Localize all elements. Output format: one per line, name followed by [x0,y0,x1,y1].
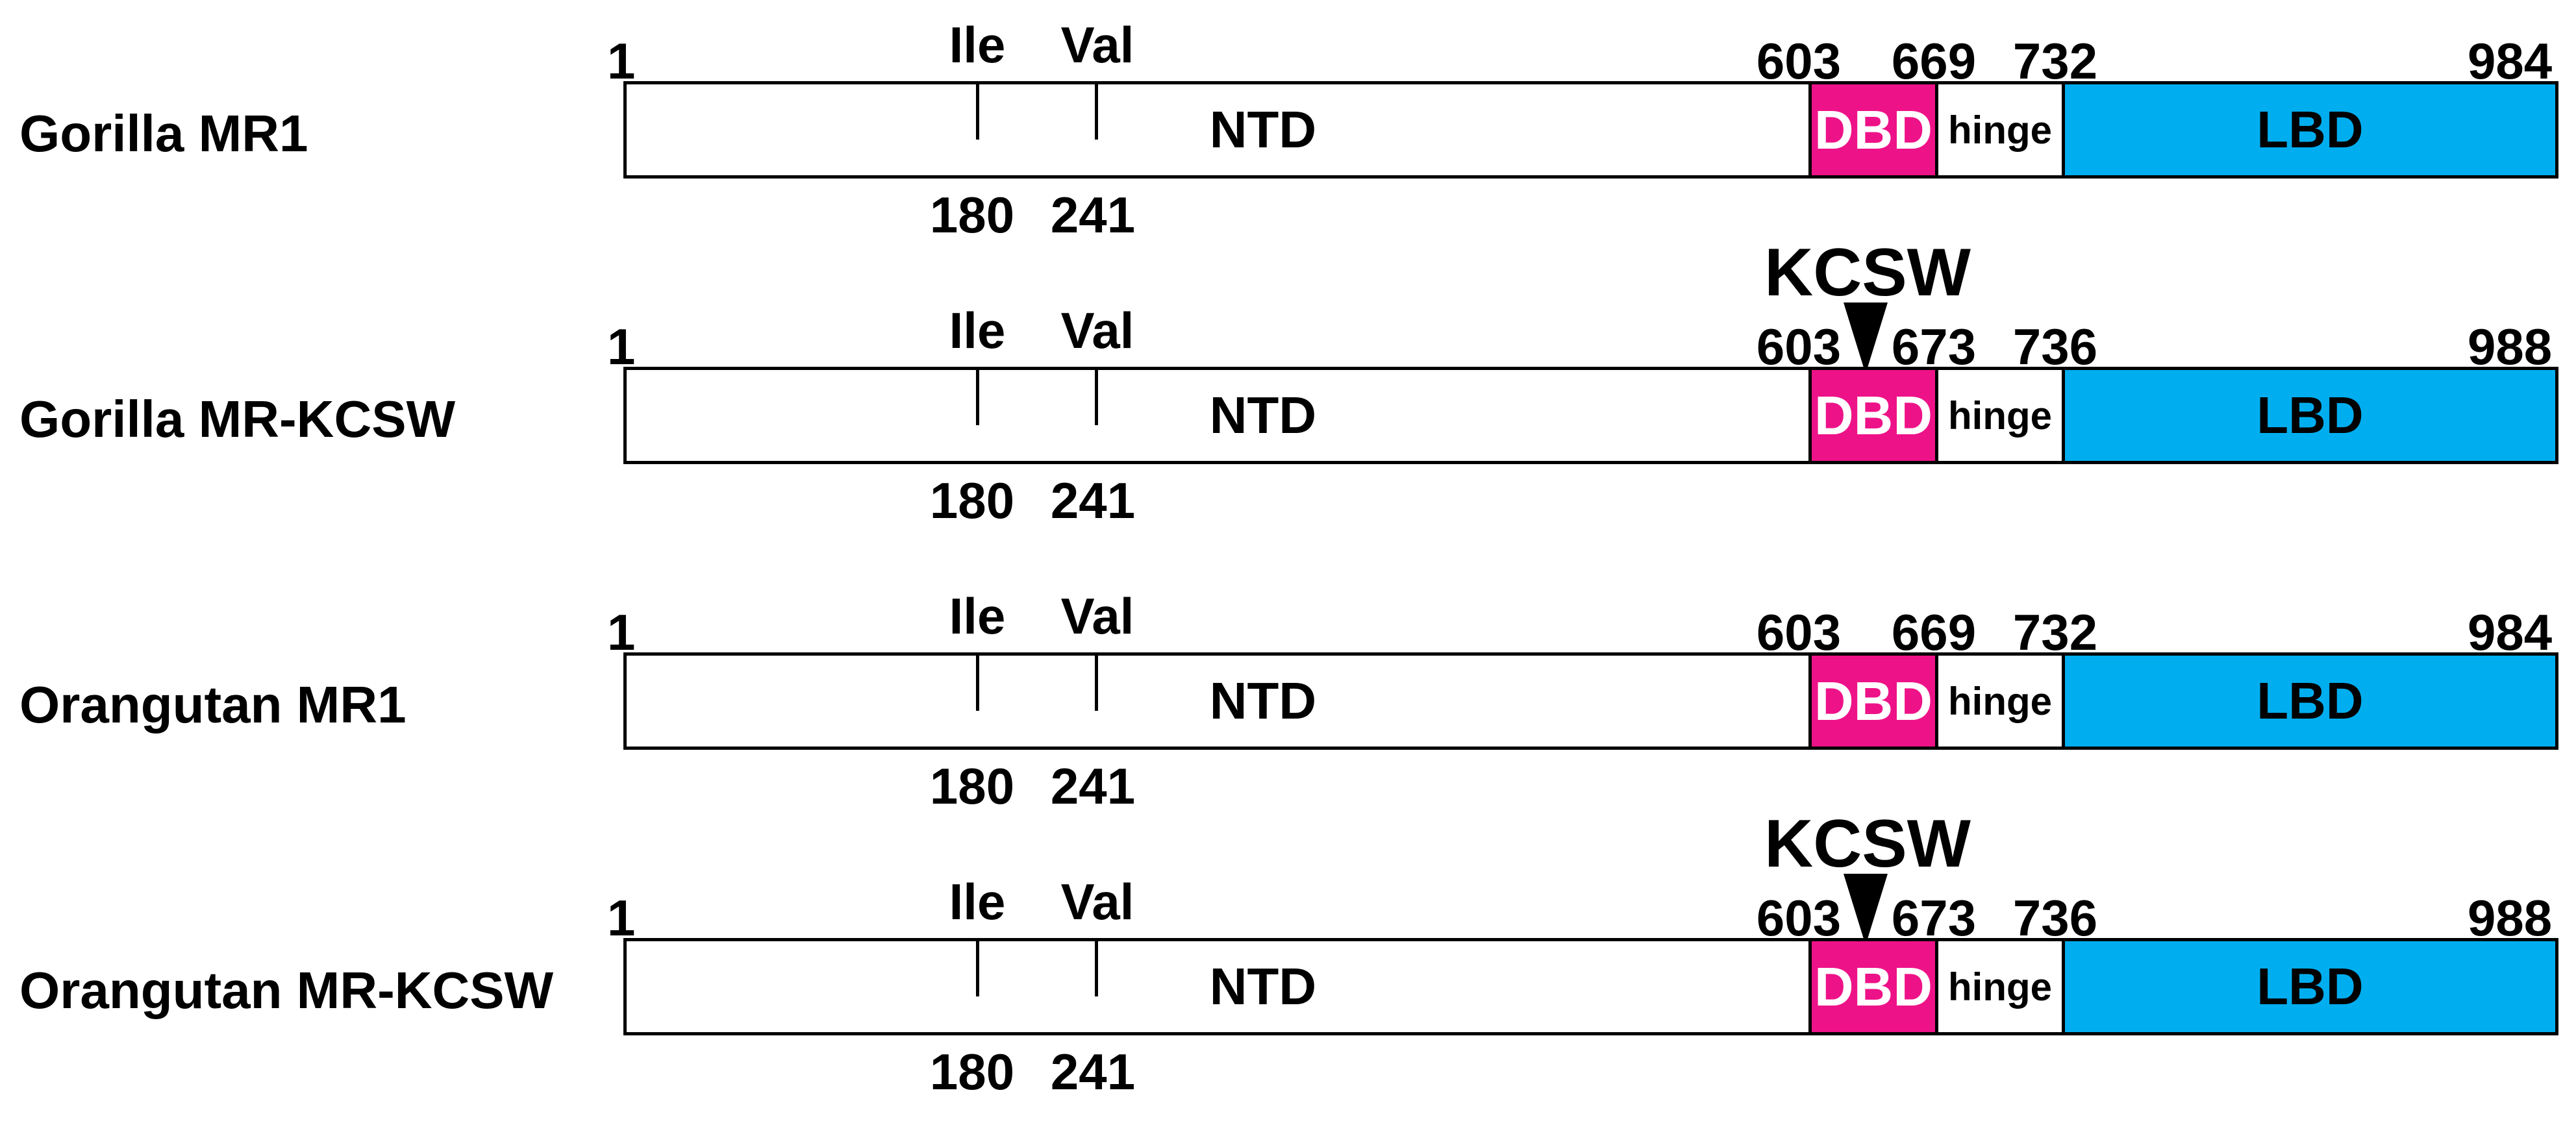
dbd-start-position: 603 [1756,318,1842,375]
val-tick [1095,656,1098,711]
ntd-segment: NTD [1209,101,1317,158]
protein-bar: NTD DBD hinge LBD [623,652,2558,750]
protein-bar: NTD DBD hinge LBD [623,938,2558,1035]
ile-label: Ile [949,16,1006,73]
hinge-end-position: 736 [2012,318,2098,375]
ile-position: 180 [929,758,1015,815]
dbd-segment: DBD [1808,656,1938,747]
dbd-end-position: 669 [1891,32,1977,90]
start-position: 1 [607,604,636,661]
val-tick [1095,84,1098,140]
lbd-segment: LBD [2062,941,2555,1032]
val-label: Val [1060,302,1134,359]
ile-tick [976,84,979,140]
end-position: 988 [2468,889,2553,946]
row-label: Orangutan MR-KCSW [19,961,554,1019]
dbd-start-position: 603 [1756,604,1842,661]
end-position: 988 [2468,318,2553,375]
val-position: 241 [1050,186,1136,243]
dbd-start-position: 603 [1756,32,1842,90]
dbd-end-position: 673 [1891,318,1977,375]
lbd-segment: LBD [2062,370,2555,461]
val-label: Val [1060,587,1134,645]
protein-bar: NTD DBD hinge LBD [623,81,2558,179]
hinge-end-position: 736 [2012,889,2098,946]
val-tick [1095,370,1098,425]
val-tick [1095,941,1098,996]
hinge-segment: hinge [1948,965,2052,1009]
ntd-segment: NTD [1209,957,1317,1015]
ile-position: 180 [929,186,1015,243]
hinge-end-position: 732 [2012,32,2098,90]
ile-position: 180 [929,1043,1015,1100]
end-position: 984 [2468,604,2553,661]
end-position: 984 [2468,32,2553,90]
ile-label: Ile [949,587,1006,645]
dbd-end-position: 669 [1891,604,1977,661]
hinge-segment: hinge [1948,108,2052,152]
kcsw-insertion-arrow [1844,874,1888,945]
ntd-segment: NTD [1209,672,1317,730]
row-label: Orangutan MR1 [19,676,406,734]
row-orangutan-mr1: 1 Ile Val 603 669 732 984 Orangutan MR1 … [0,571,2576,850]
row-gorilla-mr1: 1 Ile Val 603 669 732 984 Gorilla MR1 NT… [0,0,2576,279]
start-position: 1 [607,318,636,375]
ile-label: Ile [949,302,1006,359]
ntd-segment: NTD [1209,386,1317,444]
val-position: 241 [1050,758,1136,815]
hinge-segment: hinge [1948,393,2052,438]
val-label: Val [1060,16,1134,73]
lbd-segment: LBD [2062,656,2555,747]
start-position: 1 [607,32,636,90]
hinge-segment: hinge [1948,679,2052,723]
protein-bar: NTD DBD hinge LBD [623,367,2558,464]
ile-tick [976,941,979,996]
val-position: 241 [1050,1043,1136,1100]
ile-position: 180 [929,472,1015,529]
ile-label: Ile [949,873,1006,930]
kcsw-insertion-label: KCSW [1764,806,1971,882]
dbd-end-position: 673 [1891,889,1977,946]
row-orangutan-mr-kcsw: KCSW 1 Ile Val 603 673 736 988 Orangutan… [0,810,2576,1136]
lbd-segment: LBD [2062,84,2555,175]
dbd-segment: DBD [1808,370,1938,461]
ile-tick [976,370,979,425]
kcsw-insertion-label: KCSW [1764,235,1971,310]
ile-tick [976,656,979,711]
row-label: Gorilla MR1 [19,105,308,162]
row-label: Gorilla MR-KCSW [19,390,456,448]
dbd-segment: DBD [1808,941,1938,1032]
val-label: Val [1060,873,1134,930]
hinge-end-position: 732 [2012,604,2098,661]
start-position: 1 [607,889,636,946]
val-position: 241 [1050,472,1136,529]
dbd-segment: DBD [1808,84,1938,175]
dbd-start-position: 603 [1756,889,1842,946]
row-gorilla-mr-kcsw: KCSW 1 Ile Val 603 673 736 988 Gorilla M… [0,239,2576,565]
kcsw-insertion-arrow [1844,303,1888,374]
